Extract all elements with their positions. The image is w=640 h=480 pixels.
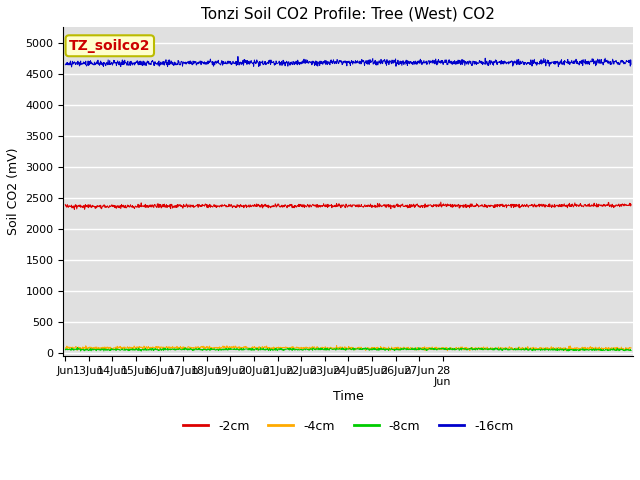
Line: -8cm: -8cm — [65, 348, 631, 351]
Title: Tonzi Soil CO2 Profile: Tree (West) CO2: Tonzi Soil CO2 Profile: Tree (West) CO2 — [201, 7, 495, 22]
-4cm — [627, 345, 635, 351]
X-axis label: Time: Time — [333, 390, 364, 403]
-8cm — [138, 348, 145, 354]
-4cm — [436, 346, 444, 351]
Text: TZ_soilco2: TZ_soilco2 — [69, 39, 150, 53]
-8cm — [627, 348, 635, 353]
-8cm — [511, 346, 518, 351]
-16cm — [188, 61, 195, 67]
-8cm — [61, 347, 69, 352]
-16cm — [68, 64, 76, 70]
-16cm — [61, 62, 69, 68]
-2cm — [174, 204, 182, 210]
-16cm — [437, 60, 445, 66]
Y-axis label: Soil CO2 (mV): Soil CO2 (mV) — [7, 148, 20, 235]
-2cm — [251, 202, 259, 208]
-2cm — [627, 202, 635, 207]
-2cm — [561, 203, 568, 209]
-4cm — [173, 345, 181, 350]
-4cm — [444, 348, 451, 354]
-8cm — [74, 345, 81, 350]
-4cm — [333, 343, 340, 348]
-16cm — [627, 61, 635, 67]
-16cm — [174, 62, 182, 68]
-2cm — [61, 202, 69, 207]
-16cm — [252, 60, 259, 65]
-2cm — [188, 203, 195, 208]
-8cm — [437, 346, 445, 352]
-8cm — [174, 347, 182, 352]
-2cm — [437, 199, 445, 205]
-8cm — [252, 347, 259, 352]
-8cm — [188, 347, 196, 352]
-16cm — [561, 58, 568, 63]
-2cm — [70, 206, 78, 212]
-2cm — [436, 203, 444, 209]
-4cm — [61, 346, 69, 351]
-2cm — [511, 204, 518, 209]
-8cm — [561, 347, 568, 353]
-16cm — [511, 58, 518, 64]
Line: -2cm: -2cm — [65, 202, 631, 209]
-4cm — [188, 345, 195, 350]
-4cm — [251, 344, 259, 349]
Line: -16cm: -16cm — [65, 57, 631, 67]
Line: -4cm: -4cm — [65, 346, 631, 351]
-4cm — [511, 346, 518, 352]
Legend: -2cm, -4cm, -8cm, -16cm: -2cm, -4cm, -8cm, -16cm — [178, 415, 518, 438]
-4cm — [561, 345, 568, 351]
-16cm — [234, 54, 242, 60]
